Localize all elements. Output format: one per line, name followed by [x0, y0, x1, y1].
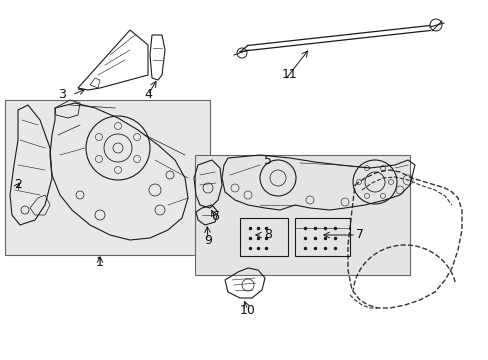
Text: 3: 3 — [58, 89, 66, 102]
Text: 8: 8 — [264, 229, 271, 242]
Text: 2: 2 — [14, 179, 22, 192]
Bar — [5, 100, 209, 255]
Bar — [195, 155, 409, 275]
Text: 4: 4 — [144, 89, 152, 102]
Bar — [294, 218, 349, 256]
Text: 1: 1 — [96, 256, 104, 269]
Text: 7: 7 — [355, 229, 363, 242]
Text: 10: 10 — [240, 303, 255, 316]
Text: 5: 5 — [264, 153, 271, 166]
Bar — [240, 218, 287, 256]
Text: 11: 11 — [282, 68, 297, 81]
Text: 9: 9 — [203, 234, 211, 247]
Text: 6: 6 — [211, 211, 219, 224]
